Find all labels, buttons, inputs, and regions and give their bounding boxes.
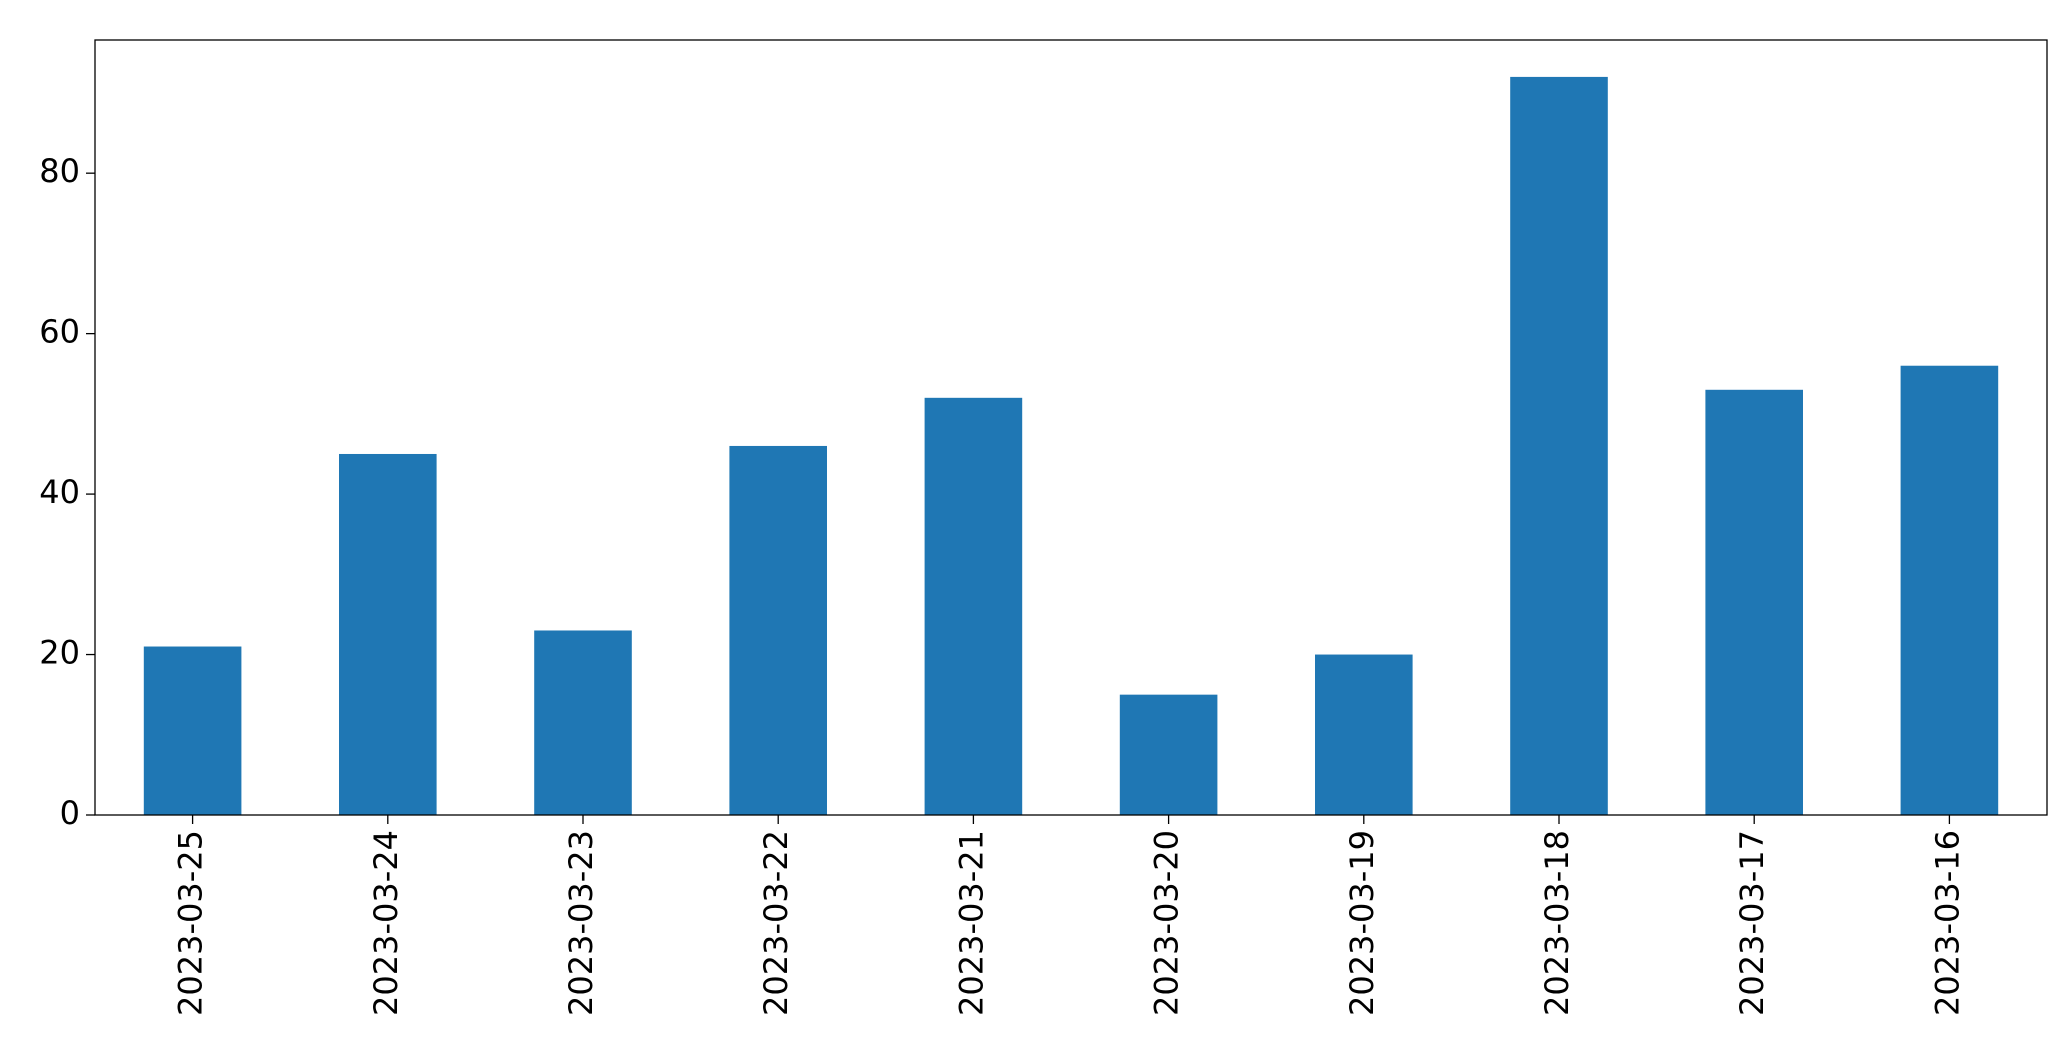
x-tick-label: 2023-03-24 [367, 830, 405, 1016]
x-tick-label: 2023-03-16 [1928, 830, 1966, 1016]
y-tick-label: 40 [39, 473, 80, 511]
bar [534, 630, 632, 815]
bar [1510, 76, 1608, 815]
bar [729, 445, 827, 815]
x-tick-label: 2023-03-22 [757, 830, 795, 1016]
y-tick-label: 0 [60, 794, 80, 832]
bar [143, 646, 242, 815]
x-tick-label: 2023-03-20 [1148, 830, 1186, 1016]
bar [924, 397, 1023, 815]
x-tick-label: 2023-03-23 [562, 830, 600, 1016]
bar [1705, 389, 1803, 815]
x-tick-label: 2023-03-19 [1343, 830, 1381, 1016]
x-tick-label: 2023-03-17 [1733, 830, 1771, 1016]
x-tick-label: 2023-03-21 [952, 830, 990, 1016]
bar [1900, 365, 1999, 815]
y-tick-label: 60 [39, 313, 80, 351]
y-tick-label: 80 [39, 152, 80, 190]
bar [1119, 694, 1218, 815]
x-tick-label: 2023-03-25 [172, 830, 210, 1016]
bar [1315, 654, 1413, 815]
plot-frame [94, 39, 2048, 816]
bar [339, 453, 437, 815]
y-tick-label: 20 [39, 634, 80, 672]
x-tick-label: 2023-03-18 [1538, 830, 1576, 1016]
